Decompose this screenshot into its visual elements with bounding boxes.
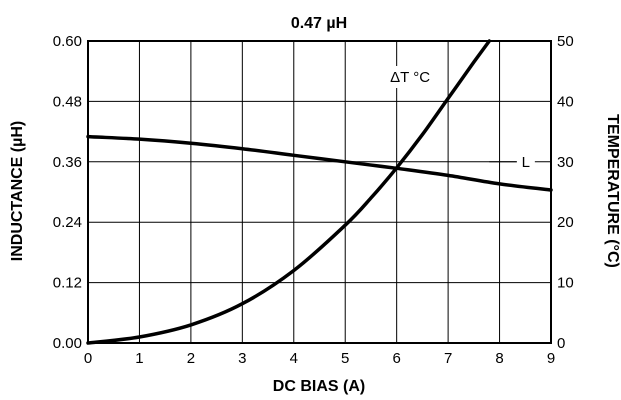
grid xyxy=(88,41,551,343)
x-tick-label: 9 xyxy=(547,350,555,367)
x-tick-label: 7 xyxy=(444,350,452,367)
y-tick-label: 0.24 xyxy=(53,214,82,231)
y2-tick-label: 10 xyxy=(557,275,574,292)
x-tick-label: 6 xyxy=(392,350,400,367)
x-tick-label: 4 xyxy=(290,350,298,367)
inductance-curve xyxy=(86,134,553,192)
x-tick-label: 8 xyxy=(495,350,503,367)
y2-tick-label: 20 xyxy=(557,214,574,231)
y-tick-label: 0.60 xyxy=(53,33,82,50)
x-tick-labels: 0 1 2 3 4 5 6 7 8 9 xyxy=(84,350,555,367)
curves xyxy=(86,39,553,345)
series-labels: L ΔT °C xyxy=(378,66,535,172)
y2-tick-label: 50 xyxy=(557,33,574,50)
series-label-l: L xyxy=(522,154,530,171)
x-tick-label: 0 xyxy=(84,350,92,367)
y2-tick-label: 40 xyxy=(557,93,574,110)
x-tick-label: 1 xyxy=(135,350,143,367)
y2-tick-label: 0 xyxy=(557,335,565,352)
y2-tick-labels: 0 10 20 30 40 50 xyxy=(557,33,574,352)
y-tick-label: 0.36 xyxy=(53,154,82,171)
x-axis-title: DC BIAS (A) xyxy=(273,378,365,395)
chart-title: 0.47 µH xyxy=(291,15,347,32)
y-tick-label: 0.48 xyxy=(53,93,82,110)
temperature-rise-curve xyxy=(86,39,492,345)
y-tick-label: 0.00 xyxy=(53,335,82,352)
y2-tick-label: 30 xyxy=(557,154,574,171)
x-tick-label: 5 xyxy=(341,350,349,367)
x-tick-label: 2 xyxy=(187,350,195,367)
y-axis-title: INDUCTANCE (µH) xyxy=(9,121,26,261)
y-tick-labels: 0.00 0.12 0.24 0.36 0.48 0.60 xyxy=(53,33,82,352)
y-tick-label: 0.12 xyxy=(53,275,82,292)
plot-frame xyxy=(87,40,552,344)
series-label-delta-t: ΔT °C xyxy=(390,69,430,86)
x-tick-label: 3 xyxy=(238,350,246,367)
delta-t-label-background xyxy=(378,66,443,88)
l-label-background xyxy=(516,151,535,172)
y2-axis-title: TEMPERATURE (°C) xyxy=(604,114,621,268)
